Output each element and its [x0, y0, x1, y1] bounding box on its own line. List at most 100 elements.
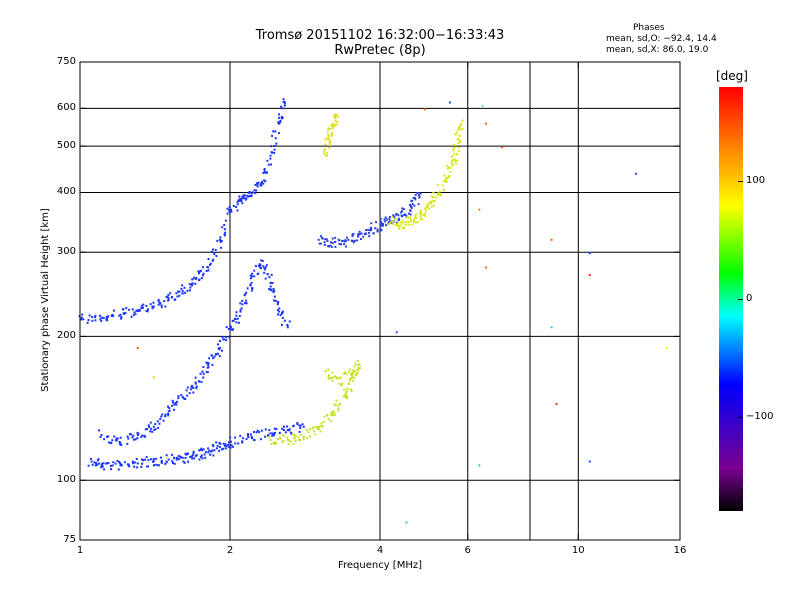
data-point — [202, 376, 205, 379]
data-point — [260, 182, 263, 185]
data-point — [276, 438, 279, 440]
data-point — [127, 308, 130, 311]
data-point — [229, 436, 232, 439]
data-point — [362, 235, 365, 238]
data-point — [190, 283, 193, 286]
data-point — [229, 324, 232, 327]
data-point — [113, 435, 116, 438]
data-point — [405, 216, 408, 219]
data-point — [230, 326, 232, 329]
data-point — [253, 439, 256, 442]
data-point — [264, 180, 267, 183]
data-point — [236, 209, 239, 212]
data-point — [323, 152, 326, 155]
data-point — [177, 397, 180, 400]
data-point — [324, 238, 327, 241]
data-point — [448, 101, 451, 104]
data-point — [369, 226, 372, 229]
phase-stats-x: mean, sd,X: 86.0, 19.0 — [606, 45, 709, 55]
data-point — [112, 461, 115, 464]
data-point — [190, 385, 193, 388]
data-point — [249, 433, 252, 436]
data-point — [149, 430, 152, 433]
data-point — [160, 461, 163, 464]
data-point — [122, 312, 125, 315]
data-point — [189, 455, 192, 458]
data-point — [356, 239, 359, 242]
data-point — [269, 439, 272, 441]
data-point — [555, 403, 558, 406]
data-point — [146, 310, 149, 313]
data-point — [202, 448, 205, 451]
data-point — [327, 245, 330, 248]
data-point — [167, 298, 170, 301]
data-point — [385, 218, 388, 221]
data-point — [331, 242, 334, 245]
data-point — [221, 226, 224, 229]
data-point — [327, 134, 330, 137]
data-point — [281, 441, 284, 443]
data-point — [270, 273, 273, 276]
data-point — [280, 105, 282, 108]
data-point — [333, 115, 336, 118]
data-point — [244, 302, 246, 305]
data-point — [385, 224, 387, 227]
data-point — [127, 463, 130, 466]
data-point — [181, 284, 184, 287]
data-point — [221, 336, 224, 338]
data-point — [401, 227, 404, 230]
data-point — [149, 421, 152, 424]
data-point — [141, 458, 143, 461]
data-point — [400, 214, 403, 217]
data-point — [271, 434, 274, 437]
data-point — [279, 121, 282, 123]
data-point — [187, 452, 189, 455]
data-point — [353, 365, 356, 368]
data-point — [183, 461, 186, 464]
data-point — [337, 409, 340, 412]
data-point — [130, 315, 133, 318]
data-point — [176, 295, 179, 298]
data-point — [201, 274, 204, 277]
data-point — [217, 352, 219, 355]
data-point — [431, 200, 433, 203]
data-point — [344, 396, 347, 399]
data-point — [171, 453, 174, 456]
data-point — [141, 462, 144, 465]
y-axis-label: Stationary phase Virtual Height [km] — [40, 208, 51, 392]
data-point — [151, 307, 154, 310]
data-point — [291, 433, 294, 436]
data-point — [118, 314, 121, 317]
data-point — [273, 434, 276, 437]
data-point — [211, 444, 214, 446]
data-point — [229, 327, 232, 330]
data-point — [260, 259, 263, 262]
data-point — [329, 420, 332, 423]
data-point — [235, 206, 238, 208]
data-point — [357, 368, 360, 371]
data-point — [450, 161, 453, 164]
data-point — [279, 437, 282, 440]
data-point — [336, 120, 339, 123]
data-point — [181, 290, 184, 293]
data-point — [94, 316, 97, 319]
data-point — [205, 371, 208, 373]
data-point — [91, 463, 94, 466]
data-point — [353, 239, 356, 242]
data-point — [297, 438, 300, 441]
data-point — [167, 410, 170, 413]
data-point — [351, 235, 354, 238]
data-point — [234, 318, 237, 320]
data-point — [124, 311, 127, 314]
data-point — [338, 239, 341, 242]
data-point — [331, 131, 334, 134]
data-point — [162, 419, 165, 422]
data-point — [94, 464, 97, 467]
data-point — [261, 260, 264, 262]
data-point — [278, 122, 281, 125]
data-point — [273, 299, 276, 302]
data-point — [334, 120, 337, 123]
data-point — [140, 435, 143, 438]
data-point — [358, 363, 361, 366]
data-point — [401, 207, 404, 210]
